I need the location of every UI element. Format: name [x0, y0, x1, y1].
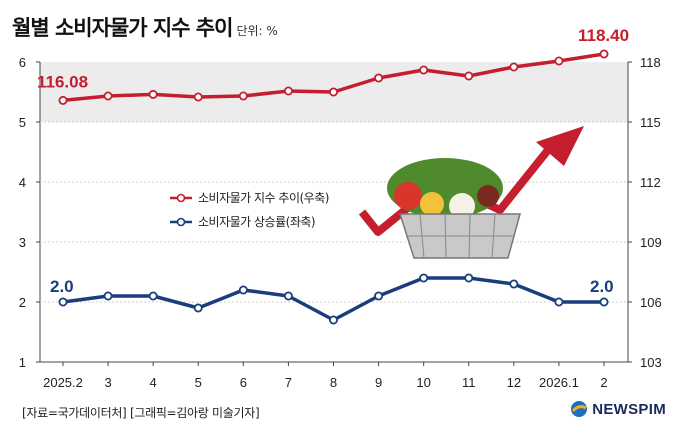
blue-data-point [599, 297, 609, 307]
trend-arrow-head [536, 126, 584, 166]
x-tick-label: 8 [330, 375, 337, 390]
x-tick-label: 3 [104, 375, 111, 390]
red-first-value-label: 116.08 [37, 72, 88, 91]
red-data-point [509, 62, 519, 72]
blue-series-line [62, 276, 604, 322]
newspim-logo-icon [571, 401, 588, 417]
left-tick-label: 6 [19, 55, 26, 70]
right-tick-label: 103 [640, 355, 662, 370]
red-data-point [238, 91, 248, 101]
x-tick-label: 12 [507, 375, 521, 390]
left-tick-label: 5 [19, 115, 26, 130]
blue-data-point [193, 303, 203, 313]
red-data-point [374, 73, 384, 83]
chart-title: 월별 소비자물가 지수 추이 단위: % [12, 12, 278, 42]
red-data-point [464, 71, 474, 81]
blue-data-point [148, 291, 158, 301]
right-tick-label: 112 [640, 175, 661, 190]
right-tick-label: 115 [640, 115, 661, 130]
blue-last-value-label: 2.0 [590, 277, 614, 296]
pepper-icon [420, 192, 444, 216]
red-data-point [103, 91, 113, 101]
chart-title-text: 월별 소비자물가 지수 추이 [12, 16, 233, 40]
red-last-value-label: 118.40 [578, 26, 629, 45]
basket-illustration [358, 126, 584, 259]
blue-data-point [374, 291, 384, 301]
legend-blue-label: 소비자물가 상승률(좌축) [198, 215, 315, 229]
blue-data-point [238, 285, 248, 295]
x-tick-label: 11 [462, 375, 476, 390]
red-data-point [554, 56, 564, 66]
legend-red-label: 소비자물가 지수 추이(우축) [198, 191, 329, 205]
x-tick-label: 2026.1 [539, 375, 579, 390]
blue-data-point [283, 291, 293, 301]
x-tick-label: 2025.2 [43, 375, 83, 390]
cauliflower-icon [449, 193, 475, 219]
right-tick-label: 106 [640, 295, 662, 310]
left-tick-label: 3 [19, 235, 26, 250]
x-tick-label: 6 [240, 375, 247, 390]
legend: 소비자물가 지수 추이(우축) 소비자물가 상승률(좌축) [170, 191, 329, 229]
source-credit: [자료=국가데이터처] [그래픽=김아랑 미술기자] [22, 406, 260, 420]
blue-data-point [103, 291, 113, 301]
blue-data-point [328, 315, 338, 325]
newspim-logo: NEWSPIM [570, 400, 666, 418]
x-tick-label: 2 [600, 375, 607, 390]
tomato-icon [394, 182, 422, 210]
x-tick-label: 10 [416, 375, 430, 390]
red-data-point [419, 65, 429, 75]
x-tick-label: 7 [285, 375, 292, 390]
blue-data-point [58, 297, 68, 307]
blue-data-point [554, 297, 564, 307]
eggplant-icon [477, 185, 499, 207]
x-tick-label: 5 [195, 375, 202, 390]
red-data-point [193, 92, 203, 102]
red-data-point [328, 87, 338, 97]
legend-blue-marker [176, 217, 186, 227]
newspim-logo-text: NEWSPIM [592, 400, 666, 418]
right-tick-label: 118 [640, 55, 661, 70]
legend-red-marker [176, 193, 186, 203]
left-tick-label: 4 [19, 175, 26, 190]
red-data-point [58, 95, 68, 105]
red-data-point [283, 86, 293, 96]
x-tick-label: 9 [375, 375, 382, 390]
blue-first-value-label: 2.0 [50, 277, 74, 296]
left-tick-label: 2 [19, 295, 26, 310]
left-tick-label: 1 [19, 355, 26, 370]
red-data-point [148, 89, 158, 99]
right-tick-label: 109 [640, 235, 662, 250]
blue-data-point [419, 273, 429, 283]
blue-data-point [464, 273, 474, 283]
unit-label: 단위: % [236, 24, 278, 38]
red-data-point [599, 49, 609, 59]
blue-data-point [509, 279, 519, 289]
x-tick-label: 4 [150, 375, 157, 390]
